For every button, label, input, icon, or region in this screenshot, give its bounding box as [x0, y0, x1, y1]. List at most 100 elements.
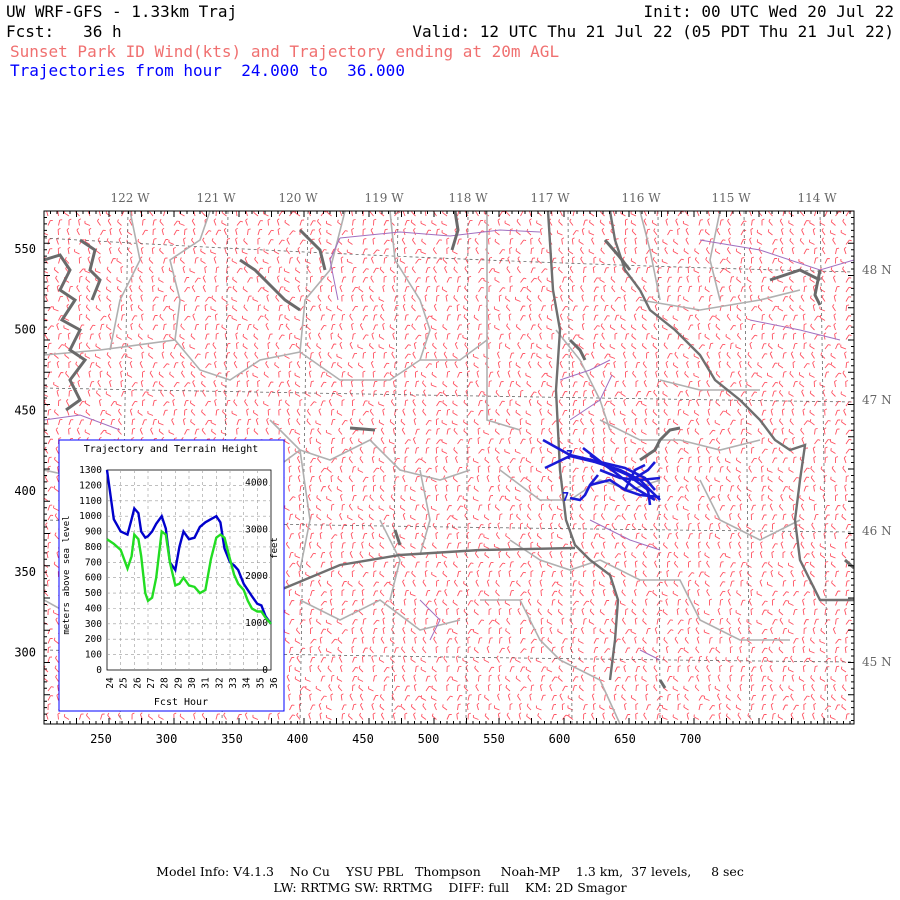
x-axis-labels: 250 300 350 400 450 500 550 600 650 700: [90, 732, 701, 746]
latitude-label: 48 N: [862, 263, 892, 277]
latitude-labels: 48 N 47 N 46 N 45 N: [862, 263, 892, 669]
inset-left-tick-label: 200: [85, 634, 102, 645]
state-borders: [279, 211, 854, 681]
longitude-label: 115 W: [711, 191, 751, 205]
y-tick-label: 450: [14, 403, 36, 417]
inset-left-tick-label: 1300: [79, 465, 102, 476]
inset-left-tick-label: 500: [85, 588, 102, 599]
x-tick-label: 650: [614, 732, 636, 746]
inset-gridlines: [107, 470, 271, 670]
model-title: UW WRF-GFS - 1.33km Traj: [6, 2, 238, 21]
inset-left-tick-label: 800: [85, 542, 102, 553]
x-tick-label: 500: [418, 732, 440, 746]
map-frame: [43, 210, 855, 725]
longitude-label: 119 W: [364, 191, 404, 205]
inset-x-tick-label: 29: [173, 677, 184, 689]
tick-marks: [43, 210, 854, 724]
forecast-label-text: Fcst:: [6, 22, 55, 41]
x-tick-label: 400: [287, 732, 309, 746]
inset-x-tick-label: 35: [255, 677, 266, 688]
trajectory-marker: 7: [566, 448, 573, 462]
longitude-label: 117 W: [530, 191, 570, 205]
inset-right-tick-label: 1000: [245, 618, 268, 629]
inset-right-ticks: 4000 3000 2000 1000 0: [245, 477, 268, 676]
longitude-label: 122 W: [110, 191, 150, 205]
x-tick-label: 550: [483, 732, 505, 746]
inset-x-ticks: 24 25 26 27 28 29 30 31 32 33 34 35 36: [105, 677, 280, 689]
product-title: Sunset Park ID Wind(kts) and Trajectory …: [10, 42, 560, 61]
inset-xlabel: Fcst Hour: [154, 697, 208, 708]
longitude-label: 121 W: [196, 191, 236, 205]
inset-chart: Trajectory and Terrain Height meters abo…: [58, 439, 285, 712]
longitude-label: 120 W: [278, 191, 318, 205]
inset-grid: [107, 470, 271, 670]
inset-ylabel-left: meters above sea level: [62, 515, 72, 634]
frame-ticks: [43, 210, 854, 724]
inset-left-tick-label: 1200: [79, 480, 102, 491]
model-physics: LW: RRTMG SW: RRTMG DIFF: full KM: 2D Sm…: [273, 880, 627, 895]
inset-x-tick-label: 31: [201, 677, 212, 689]
wind-barbs: [44, 211, 852, 720]
longitude-label: 118 W: [448, 191, 488, 205]
inset-x-tick-label: 24: [105, 677, 116, 689]
water-bodies: [44, 211, 854, 689]
trajectory-height-line: [105, 469, 272, 625]
y-tick-label: 550: [14, 242, 36, 256]
x-tick-label: 450: [352, 732, 374, 746]
boundary-lines: [44, 229, 854, 661]
inset-x-tick-label: 26: [132, 677, 143, 689]
longitude-label: 114 W: [797, 191, 837, 205]
x-tick-label: 700: [680, 732, 702, 746]
y-axis-labels: 550 500 450 400 350 300: [14, 242, 36, 660]
y-tick-label: 400: [14, 484, 36, 498]
inset-x-tick-label: 34: [242, 677, 253, 689]
inset-left-ticks: 1300120011001000900800700600500400300200…: [79, 465, 102, 676]
inset-left-tick-label: 900: [85, 527, 102, 538]
inset-left-tick-label: 1100: [79, 496, 102, 507]
inset-x-tick-label: 33: [228, 677, 239, 688]
y-tick-label: 500: [14, 323, 36, 337]
x-tick-label: 600: [549, 732, 571, 746]
inset-x-tick-label: 25: [119, 677, 130, 688]
inset-right-tick-label: 2000: [245, 571, 268, 582]
inset-x-tick-label: 32: [214, 677, 225, 688]
inset-left-tick-label: 1000: [79, 511, 102, 522]
inset-ylabel-right: feet: [270, 537, 280, 559]
wind-barb-field: [44, 211, 852, 720]
x-tick-label: 250: [90, 732, 112, 746]
x-tick-label: 300: [156, 732, 178, 746]
valid-time: Valid: 12 UTC Thu 21 Jul 22 (05 PDT Thu …: [412, 22, 894, 41]
inset-x-tick-label: 27: [146, 677, 157, 688]
terrain-height-line: [106, 529, 272, 625]
latitude-label: 47 N: [862, 393, 892, 407]
inset-right-tick-label: 0: [262, 665, 268, 676]
forecast-hour: 36 h: [83, 22, 122, 41]
inset-x-tick-label: 28: [160, 677, 171, 689]
inset-x-tick-label: 36: [269, 677, 280, 689]
inset-series: [105, 469, 272, 625]
inset-title: Trajectory and Terrain Height: [84, 444, 259, 455]
longitude-labels: 122 W 121 W 120 W 119 W 118 W 117 W 116 W 115 W…: [110, 191, 837, 205]
trajectory-range: Trajectories from hour 24.000 to 36.000: [10, 61, 405, 80]
inset-left-tick-label: 0: [96, 665, 102, 676]
init-time: Init: 00 UTC Wed 20 Jul 22: [643, 2, 894, 21]
model-info: Model Info: V4.1.3 No Cu YSU PBL Thompso…: [156, 864, 744, 879]
longitude-label: 116 W: [621, 191, 661, 205]
latitude-label: 46 N: [862, 524, 892, 538]
forecast-label: Fcst: 36 h: [6, 22, 122, 41]
latitude-label: 45 N: [862, 655, 892, 669]
inset-right-tick-label: 3000: [245, 524, 268, 535]
inset-left-tick-label: 600: [85, 573, 102, 584]
inset-left-tick-label: 300: [85, 619, 102, 630]
y-tick-label: 300: [14, 646, 36, 660]
inset-left-tick-label: 400: [85, 603, 102, 614]
inset-left-tick-label: 700: [85, 557, 102, 568]
trajectory-path: [542, 438, 661, 506]
y-tick-label: 350: [14, 565, 36, 579]
trajectory-marker: 7: [562, 490, 569, 504]
inset-right-tick-label: 4000: [245, 477, 268, 488]
x-tick-label: 350: [221, 732, 243, 746]
inset-x-tick-label: 30: [187, 677, 198, 689]
inset-left-tick-label: 100: [85, 650, 102, 661]
